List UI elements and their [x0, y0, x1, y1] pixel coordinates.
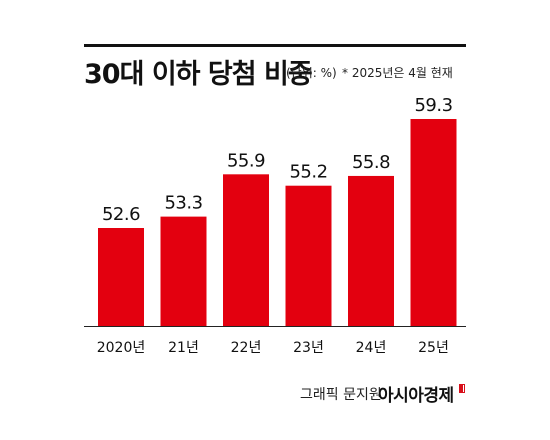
value-label-5: 55.8 [352, 152, 390, 173]
graphic-credit: 그래픽 문지원 [300, 387, 382, 403]
value-label-4: 55.2 [289, 162, 327, 183]
category-label-3: 22년 [231, 340, 262, 356]
category-label-2: 21년 [168, 340, 199, 356]
category-label-6: 25년 [418, 340, 449, 356]
value-label-2: 53.3 [164, 193, 202, 214]
bar-6 [410, 119, 457, 326]
value-label-6: 59.3 [414, 95, 452, 116]
category-label-4: 23년 [293, 340, 324, 356]
chart-title: 30대 이하 당첨 비중 [84, 59, 313, 90]
bar-5 [348, 175, 394, 326]
bar-2 [160, 216, 207, 326]
category-label-5: 24년 [356, 340, 387, 356]
category-label-1: 2020년 [97, 340, 146, 356]
top-rule [84, 44, 466, 47]
unit-note: (단위: %) [286, 66, 337, 80]
bar-4 [285, 185, 332, 326]
bar-1 [98, 228, 144, 326]
value-label-1: 52.6 [102, 204, 140, 225]
bar-3 [223, 174, 269, 326]
date-note: * 2025년은 4월 현재 [342, 66, 453, 80]
publisher-logo: 아시아경제 [378, 386, 454, 406]
brand-mark-icon [459, 384, 465, 393]
value-label-3: 55.9 [227, 150, 265, 171]
